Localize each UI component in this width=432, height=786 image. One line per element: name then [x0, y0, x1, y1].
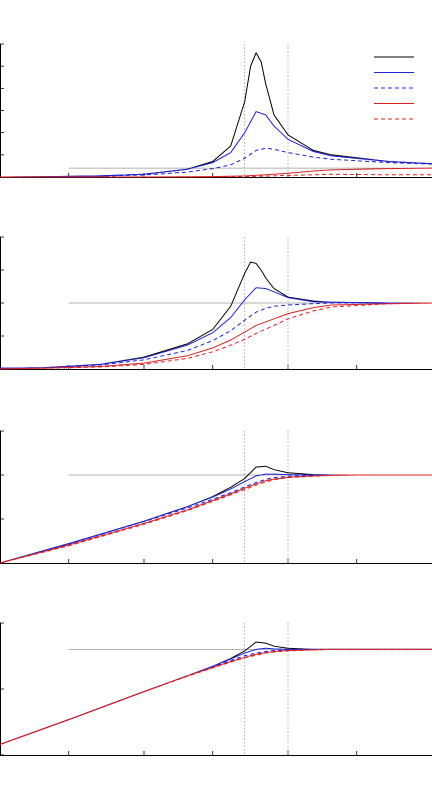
panel-4 [0, 622, 432, 756]
series-black-solid [0, 641, 432, 745]
legend [374, 56, 414, 120]
series-blue-dashed [0, 302, 432, 369]
series-red-solid [0, 167, 432, 178]
series-black-solid [0, 51, 432, 178]
series-blue-dashed [0, 648, 432, 745]
series-blue-dashed [0, 147, 432, 178]
panel-3 [0, 430, 432, 564]
panel-2 [0, 236, 432, 370]
series-blue-solid [0, 473, 432, 564]
series-black-solid [0, 465, 432, 564]
series-blue-solid [0, 110, 432, 178]
series-red-solid [0, 474, 432, 564]
series-red-dashed [0, 648, 432, 745]
series-red-dashed [0, 173, 432, 178]
series-blue-solid [0, 287, 432, 369]
series-blue-solid [0, 647, 432, 745]
series-black-solid [0, 261, 432, 369]
series-blue-dashed [0, 474, 432, 564]
series-red-solid [0, 648, 432, 745]
series-red-solid [0, 302, 432, 370]
panel-1 [0, 43, 432, 178]
series-red-dashed [0, 302, 432, 370]
series-red-dashed [0, 474, 432, 564]
